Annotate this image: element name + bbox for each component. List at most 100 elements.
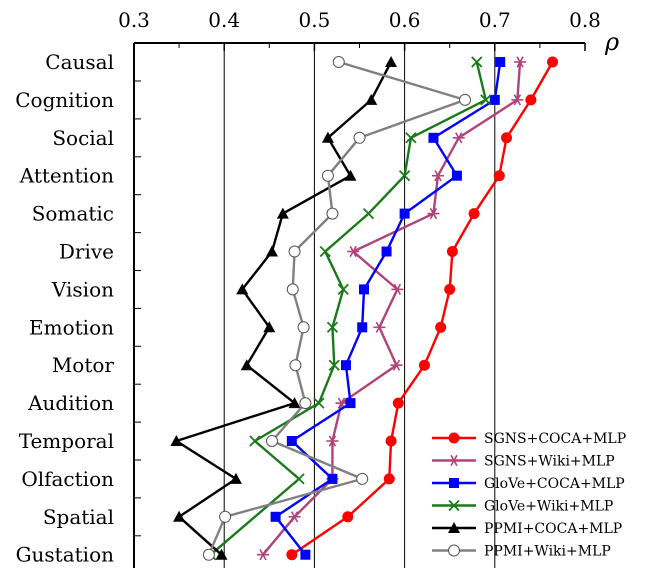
legend-entry: SGNS+Wiki+MLP (432, 454, 615, 470)
series-2 (270, 57, 506, 560)
legend: SGNS+COCA+MLP SGNS+Wiki+MLP GloVe+COCA+MLP… (432, 431, 626, 560)
series-line (274, 61, 502, 556)
series-line (291, 61, 554, 556)
data-point-marker (236, 283, 249, 295)
category-label: Social (52, 126, 114, 150)
legend-label: GloVe+Wiki+MLP (484, 499, 613, 515)
x-tick-label: 0.8 (569, 8, 601, 32)
series-5 (202, 56, 472, 561)
legend-entry: PPMI+Wiki+MLP (432, 544, 611, 560)
legend-marker (448, 454, 460, 467)
data-point-marker (359, 284, 370, 295)
legend-label: SGNS+COCA+MLP (484, 431, 626, 447)
data-point-marker (340, 360, 351, 371)
data-point-marker (332, 56, 345, 68)
x-tick-label: 0.6 (389, 8, 421, 32)
category-label: Motor (52, 353, 115, 377)
data-point-marker (286, 549, 298, 561)
category-label: Olfaction (21, 467, 114, 491)
data-point-marker (286, 436, 297, 446)
data-point-marker (471, 56, 483, 68)
series-3 (205, 56, 492, 561)
data-point-marker (353, 131, 366, 144)
data-point-marker (300, 549, 311, 560)
series-line (207, 60, 467, 556)
legend-marker (448, 499, 460, 512)
data-point-marker (459, 93, 472, 106)
data-point-marker (202, 548, 215, 561)
data-point-marker (431, 170, 444, 182)
x-axis-label: ρ (604, 28, 619, 56)
data-point-marker (299, 397, 312, 410)
data-point-marker (392, 397, 404, 409)
data-point-marker (362, 207, 375, 220)
category-label: Cognition (15, 88, 114, 112)
legend-marker (448, 522, 460, 533)
data-point-marker (219, 510, 232, 523)
data-point-marker (501, 132, 513, 144)
data-point-marker (326, 207, 339, 220)
data-point-marker (321, 169, 334, 182)
data-point-marker (337, 283, 349, 296)
data-point-marker (266, 245, 279, 257)
legend-label: PPMI+Wiki+MLP (484, 544, 611, 560)
category-label: Spatial (43, 505, 114, 529)
data-point-marker (293, 473, 305, 485)
data-point-marker (365, 93, 378, 105)
data-point-marker (385, 435, 397, 447)
data-point-marker (270, 511, 281, 522)
category-label: Temporal (19, 429, 114, 453)
data-point-marker (452, 132, 465, 144)
data-point-marker (256, 549, 269, 561)
data-point-marker (390, 359, 403, 371)
x-tick-label: 0.4 (208, 8, 240, 32)
data-point-marker (326, 321, 339, 333)
legend-marker (449, 478, 459, 488)
data-point-marker (173, 510, 186, 522)
category-label: Drive (59, 240, 114, 264)
series-0 (286, 56, 559, 561)
data-point-marker (313, 397, 325, 409)
data-point-marker (525, 94, 537, 106)
data-point-marker (328, 359, 340, 371)
data-point-marker (405, 132, 417, 144)
data-point-marker (418, 359, 430, 371)
data-point-marker (344, 169, 357, 181)
x-tick-label: 0.3 (118, 8, 150, 32)
data-point-marker (489, 94, 500, 105)
data-point-marker (347, 245, 360, 258)
legend-marker (448, 432, 460, 444)
data-point-marker (289, 359, 302, 372)
series-line (175, 61, 393, 556)
data-point-marker (495, 57, 506, 67)
data-point-marker (249, 435, 261, 447)
y-category-labels: Causal Cognition Social Attention Somatic Dri… (15, 50, 141, 567)
x-tick-label: 0.7 (479, 8, 511, 32)
data-point-marker (391, 283, 404, 295)
data-point-marker (319, 245, 331, 258)
data-point-marker (399, 208, 410, 219)
data-point-marker (215, 548, 228, 560)
data-point-marker (514, 56, 527, 68)
x-ticks: 0.3 0.4 0.5 0.6 0.7 0.8 (118, 8, 601, 51)
series-4 (170, 56, 398, 560)
data-point-marker (547, 56, 559, 68)
category-label: Somatic (32, 202, 114, 226)
data-point-marker (327, 473, 338, 484)
data-point-marker (288, 511, 301, 523)
data-point-marker (398, 170, 411, 182)
data-point-marker (451, 170, 462, 181)
legend-label: GloVe+COCA+MLP (484, 476, 625, 492)
legend-entry: PPMI+COCA+MLP (432, 521, 622, 537)
legend-entry: GloVe+COCA+MLP (432, 476, 625, 492)
data-point-marker (288, 397, 301, 409)
data-point-marker (276, 207, 289, 219)
category-label: Vision (51, 277, 114, 301)
data-point-marker (342, 511, 354, 523)
data-point-marker (357, 322, 368, 333)
category-label: Attention (19, 164, 114, 188)
category-label: Emotion (29, 315, 114, 339)
legend-label: PPMI+COCA+MLP (484, 521, 622, 537)
data-point-marker (297, 321, 310, 334)
